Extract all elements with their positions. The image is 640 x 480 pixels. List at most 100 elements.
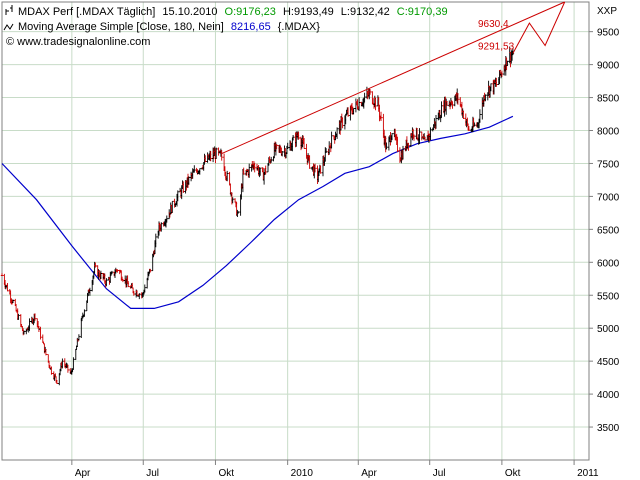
legend-copyright: © www.tradesignalonline.com: [6, 36, 150, 48]
price-bar: [429, 127, 432, 141]
price-bar: [484, 94, 487, 102]
price-bar: [94, 262, 97, 268]
legend-line-1: MDAX Perf [.MDAX Täglich] 15.10.2010 O:9…: [18, 6, 448, 18]
price-bar: [407, 142, 410, 151]
legend-close: C:9170,39: [397, 6, 448, 18]
price-bar: [72, 357, 75, 370]
price-bar: [110, 270, 114, 275]
price-bar: [495, 77, 498, 87]
price-bar: [374, 97, 377, 111]
legend-open: O:9176,23: [225, 6, 276, 18]
price-bar: [467, 126, 471, 131]
price-bar: [149, 268, 152, 273]
price-bar: [6, 283, 9, 292]
y-tick-label: 9000: [597, 61, 620, 72]
price-bar: [259, 167, 262, 176]
price-bar: [237, 211, 240, 214]
price-bar: [275, 144, 278, 150]
price-bar: [220, 150, 223, 161]
price-bar: [456, 93, 460, 105]
y-axis: 3500 4000 4500 5000 5500 6000 6500 7000 7500 8000…: [589, 28, 620, 434]
x-tick-label: Jul: [146, 468, 159, 479]
y-tick-label: 7000: [597, 192, 620, 203]
price-bar: [22, 330, 26, 335]
x-tick-label: 2010: [291, 468, 314, 479]
price-bar: [138, 293, 141, 300]
price-bar: [489, 83, 493, 92]
price-bar: [357, 97, 361, 111]
moving-average-line: [1, 115, 514, 309]
price-bar: [99, 270, 103, 279]
price-bar: [346, 107, 350, 117]
price-bar: [462, 110, 465, 119]
plot-frame: [1, 1, 590, 461]
x-tick-label: Apr: [361, 468, 377, 479]
price-bar: [500, 70, 504, 77]
price-bar: [291, 135, 295, 141]
legend-line-2: Moving Average Simple [Close, 180, Nein]…: [18, 21, 320, 33]
price-bar: [379, 111, 383, 121]
x-tick-label: 2011: [577, 468, 599, 479]
legend-low: L:9132,42: [341, 6, 390, 18]
axis-unit-label: XXP: [597, 6, 617, 17]
price-bar: [385, 142, 388, 150]
price-bar: [423, 136, 427, 141]
price-bar: [66, 364, 70, 373]
price-bar: [396, 136, 399, 153]
price-bar: [412, 134, 416, 141]
price-bar: [77, 334, 81, 341]
price-bar: [61, 358, 64, 369]
y-tick-label: 6000: [597, 258, 620, 269]
price-bar: [390, 133, 394, 141]
price-bar: [363, 92, 366, 103]
legend-symbol: MDAX Perf [.MDAX Täglich]: [18, 6, 155, 18]
price-bar: [440, 101, 443, 118]
price-bar: [44, 349, 48, 356]
y-tick-label: 7500: [597, 159, 620, 170]
price-bar: [33, 313, 37, 321]
price-bar: [401, 145, 405, 160]
y-tick-label: 3500: [597, 423, 620, 434]
price-bar: [368, 89, 372, 95]
grid: [2, 2, 589, 460]
price-bar: [209, 151, 212, 162]
y-tick-label: 8500: [597, 94, 620, 105]
price-bar: [270, 156, 273, 163]
y-tick-label: 5500: [597, 291, 620, 302]
price-bar: [248, 163, 251, 178]
y-tick-label: 4000: [597, 390, 620, 401]
price-bar: [171, 200, 174, 213]
price-bar: [478, 109, 482, 123]
price-bar: [281, 151, 284, 157]
legend-indicator-ref: {.MDAX}: [278, 21, 321, 33]
price-bar: [132, 291, 135, 296]
price-bar: [0, 273, 4, 277]
price-bar: [451, 101, 454, 109]
price-bar: [253, 162, 256, 173]
legend-high: H:9193,49: [283, 6, 334, 18]
price-bar: [242, 167, 245, 175]
price-bar: [226, 170, 229, 182]
projection-line: [512, 1, 566, 54]
price-bar: [83, 309, 86, 317]
price-bar: [28, 318, 31, 331]
price-bar: [330, 131, 333, 149]
price-bar: [418, 128, 421, 144]
y-tick-label: 9500: [597, 28, 620, 39]
price-bar: [308, 155, 311, 169]
x-axis: Apr Jul Okt 2010 Apr Jul Okt 2011: [71, 460, 599, 479]
price-bar: [39, 326, 42, 340]
price-bar: [341, 117, 344, 129]
price-bar: [143, 284, 146, 293]
legend-indicator: Moving Average Simple [Close, 180, Nein]: [18, 21, 224, 33]
price-bar: [176, 190, 179, 202]
annotation-label: 9630,4: [478, 19, 509, 30]
price-bar: [105, 278, 108, 287]
price-bar: [445, 101, 449, 106]
annotation-label: 9291,53: [478, 41, 515, 52]
price-bar: [302, 138, 306, 149]
price-bar: [127, 281, 130, 288]
price-bar: [231, 197, 234, 204]
